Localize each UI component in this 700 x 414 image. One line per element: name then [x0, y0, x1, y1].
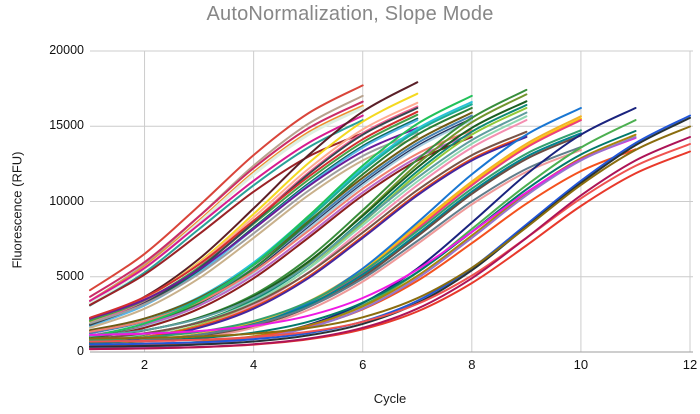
amplification-curve — [89, 110, 419, 319]
x-tick-label: 10 — [573, 357, 589, 372]
y-tick-label: 20000 — [49, 43, 84, 57]
amplification-curve — [89, 114, 691, 346]
amplification-curve — [89, 100, 364, 298]
amplification-curve — [89, 119, 364, 307]
amplification-curve — [89, 136, 473, 340]
x-tick-label: 6 — [359, 357, 367, 372]
x-tick-label: 8 — [468, 357, 476, 372]
amplification-curve — [89, 127, 419, 320]
amplification-curve — [89, 137, 637, 336]
amplification-curve — [89, 132, 364, 306]
amplification-curve — [89, 129, 473, 333]
amplification-curve — [89, 133, 473, 337]
y-tick-label: 15000 — [49, 118, 84, 133]
x-tick-label: 2 — [140, 357, 149, 372]
chart-title: AutoNormalization, Slope Mode — [206, 3, 494, 25]
amplification-curve — [89, 84, 364, 292]
amplification-curve — [89, 136, 419, 329]
amplification-curve — [89, 130, 528, 340]
amplification-curve — [89, 131, 419, 325]
amplification-curve — [89, 107, 419, 326]
amplification-curve — [89, 111, 528, 338]
amplification-curve — [89, 111, 473, 332]
x-tick-label: 12 — [682, 357, 698, 372]
amplification-curve — [89, 129, 582, 342]
amplification-curve — [89, 94, 473, 338]
y-tick-label: 10000 — [49, 193, 84, 208]
x-axis-title: Cycle — [373, 391, 407, 406]
amplification-curve — [89, 125, 691, 340]
x-tick-label: 4 — [250, 357, 258, 372]
y-tick-label: 5000 — [56, 268, 84, 283]
amplification-curve — [89, 143, 691, 343]
amplification-curve — [89, 114, 364, 302]
amplification-curve — [89, 134, 528, 344]
amplification-curve — [89, 104, 364, 302]
y-tick-label: 0 — [77, 344, 84, 358]
amplification-curve — [89, 136, 691, 351]
